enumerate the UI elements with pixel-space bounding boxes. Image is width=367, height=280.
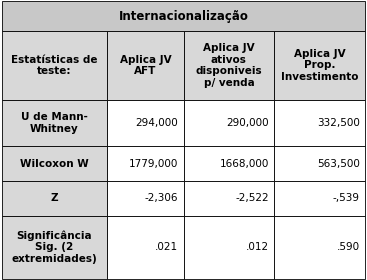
Text: .590: .590 [337,242,360,252]
Text: -2,522: -2,522 [235,193,269,203]
Bar [275,100,365,146]
Text: -2,306: -2,306 [145,193,178,203]
Bar [107,146,184,181]
Text: 332,500: 332,500 [317,118,360,128]
Bar [107,216,184,279]
Bar [184,31,275,100]
Text: Wilcoxon W: Wilcoxon W [20,159,89,169]
Bar [275,31,365,100]
Bar [184,146,275,181]
Bar [2,31,107,100]
Bar [2,1,365,31]
Bar [184,216,275,279]
Text: .021: .021 [155,242,178,252]
Text: Internacionalização: Internacionalização [119,10,248,23]
Bar [107,31,184,100]
Text: Estatísticas de
teste:: Estatísticas de teste: [11,55,98,76]
Bar [275,181,365,216]
Bar [2,146,107,181]
Bar [107,181,184,216]
Bar [184,100,275,146]
Text: Significância
Sig. (2
extremidades): Significância Sig. (2 extremidades) [12,230,97,264]
Text: -,539: -,539 [333,193,360,203]
Bar [2,100,107,146]
Text: 1668,000: 1668,000 [219,159,269,169]
Bar [107,100,184,146]
Text: Z: Z [51,193,58,203]
Text: 1779,000: 1779,000 [128,159,178,169]
Text: .012: .012 [246,242,269,252]
Bar [2,216,107,279]
Bar [275,146,365,181]
Text: Aplica JV
ativos
disponiveis
p/ venda: Aplica JV ativos disponiveis p/ venda [196,43,262,88]
Text: 294,000: 294,000 [135,118,178,128]
Text: U de Mann-
Whitney: U de Mann- Whitney [21,112,88,134]
Text: 563,500: 563,500 [317,159,360,169]
Bar [275,216,365,279]
Text: Aplica JV
Prop.
Investimento: Aplica JV Prop. Investimento [281,49,359,82]
Text: Aplica JV
AFT: Aplica JV AFT [120,55,171,76]
Bar [184,181,275,216]
Text: 290,000: 290,000 [226,118,269,128]
Bar [2,181,107,216]
